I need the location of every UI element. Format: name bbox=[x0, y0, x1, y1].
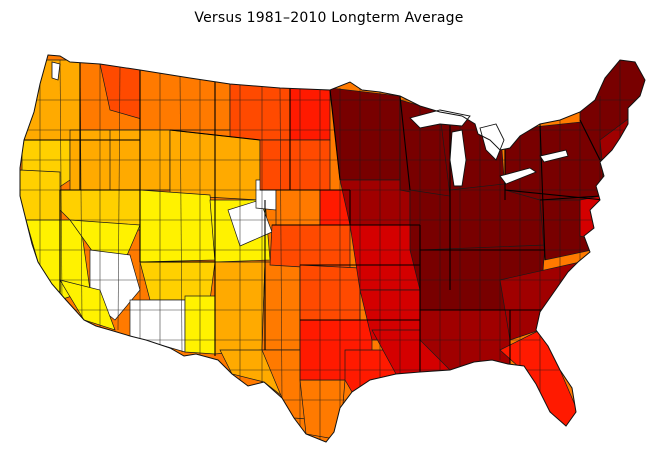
state-borders bbox=[22, 60, 605, 372]
region-oklahoma bbox=[299, 264, 361, 321]
lake-erie bbox=[499, 167, 537, 185]
region-kansas bbox=[269, 224, 351, 271]
region-southern-california bbox=[59, 279, 116, 331]
region-south-texas bbox=[299, 379, 346, 441]
region-utah bbox=[139, 189, 216, 263]
puget-sound bbox=[51, 61, 61, 81]
map-title: Versus 1981–2010 Longterm Average bbox=[194, 10, 464, 26]
lake-michigan bbox=[449, 129, 467, 187]
region-montana-east bbox=[229, 81, 291, 141]
region-minnesota bbox=[329, 87, 401, 181]
lake-ontario bbox=[539, 149, 569, 163]
region-arizona-north bbox=[139, 261, 216, 301]
region-north-dakota-west bbox=[289, 87, 331, 141]
region-south-dakota bbox=[259, 139, 331, 191]
